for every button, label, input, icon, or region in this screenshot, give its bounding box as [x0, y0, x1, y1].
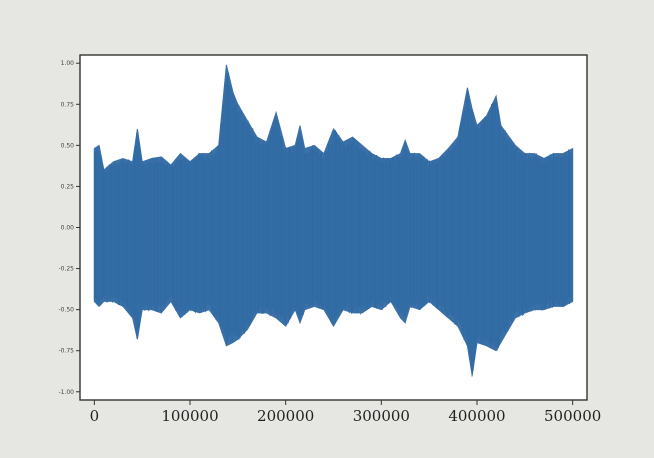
y-tick-label: 0.25 — [61, 183, 75, 190]
y-axis: 1.00 0.75 0.50 0.25 0.00 -0.25 -0.50 -0.75 -1.00 — [58, 60, 80, 396]
y-tick-label: -0.75 — [58, 348, 74, 355]
y-tick-label: -1.00 — [58, 389, 74, 396]
y-tick-label: 1.00 — [61, 60, 75, 67]
x-tick-label: 100000 — [161, 407, 218, 425]
x-tick-label: 500000 — [544, 407, 601, 425]
x-tick-label: 300000 — [353, 407, 410, 425]
waveform-layer — [93, 64, 574, 377]
y-tick-label: 0.75 — [61, 101, 75, 108]
waveform-texture — [93, 72, 573, 377]
x-tick-label: 400000 — [448, 407, 505, 425]
x-axis: 0 100000 200000 300000 400000 500000 — [90, 400, 601, 425]
x-tick-label: 0 — [90, 407, 100, 425]
x-tick-label: 200000 — [257, 407, 314, 425]
y-tick-label: 0.00 — [61, 225, 75, 232]
y-tick-label: 0.50 — [61, 142, 75, 149]
y-tick-label: -0.50 — [58, 307, 74, 314]
y-tick-label: -0.25 — [58, 266, 74, 273]
